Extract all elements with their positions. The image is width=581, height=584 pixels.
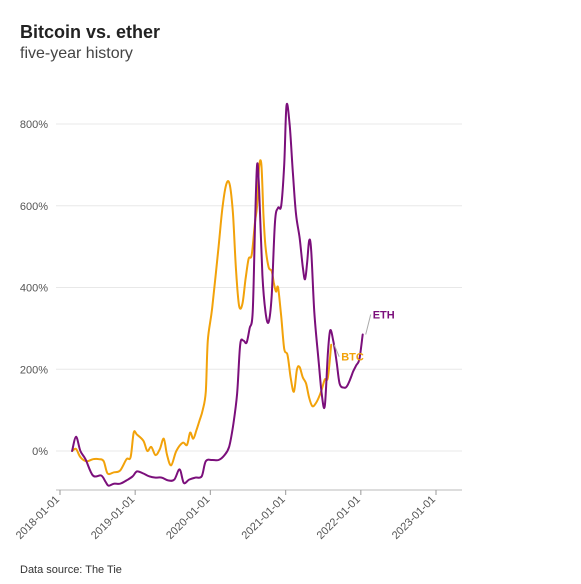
series-line-eth	[71, 102, 364, 487]
series-label-btc: BTC	[341, 352, 364, 364]
x-axis: 2018-01-01 2019-01-01 2020-01-01 2021-01-01…	[14, 489, 462, 542]
chart-title: Bitcoin vs. ether	[20, 22, 161, 42]
y-tick-label: 400%	[20, 283, 48, 295]
chart-subtitle: five-year history	[20, 45, 133, 62]
series-line-btc	[71, 159, 333, 476]
x-tick-label: 2023-01-01	[390, 494, 438, 542]
y-axis: 0% 200% 400% 600% 800%	[20, 119, 48, 458]
y-tick-label: 600%	[20, 201, 48, 213]
x-tick-label: 2018-01-01	[14, 494, 62, 542]
series-group	[71, 102, 364, 487]
x-tick-label: 2021-01-01	[240, 494, 288, 542]
label-leader-btc	[333, 344, 340, 357]
x-tick-label: 2022-01-01	[315, 494, 363, 542]
y-tick-label: 200%	[20, 364, 48, 376]
x-tick-label: 2020-01-01	[164, 494, 212, 542]
data-source: Data source: The Tie	[20, 564, 122, 576]
series-label-eth: ETH	[373, 310, 395, 322]
grid-lines	[56, 123, 462, 452]
label-leader-eth	[365, 314, 372, 335]
y-tick-label: 0%	[32, 446, 48, 458]
y-tick-label: 800%	[20, 119, 48, 131]
series-labels: ETH BTC	[333, 310, 395, 364]
x-tick-label: 2019-01-01	[89, 494, 137, 542]
